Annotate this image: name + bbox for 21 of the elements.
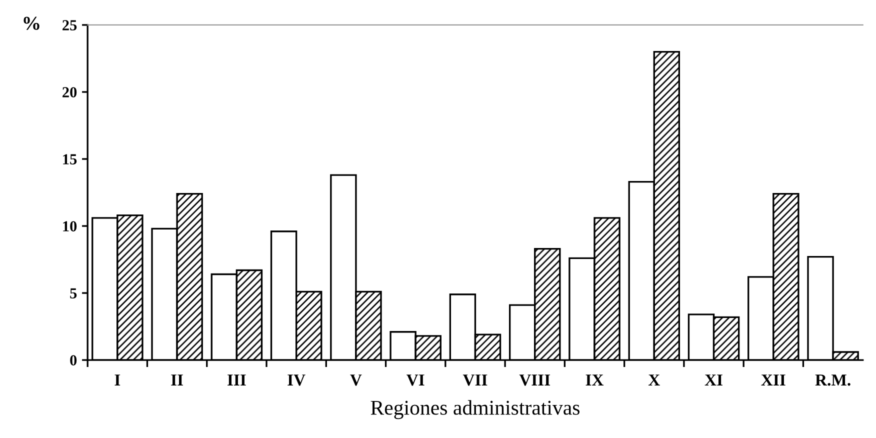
x-tick-label: VIII bbox=[519, 374, 550, 386]
x-tick-label: VII bbox=[462, 374, 488, 386]
x-axis-title: Regiones administrativas bbox=[370, 400, 580, 420]
y-tick-label: 0 bbox=[70, 355, 77, 366]
y-tick-label: 25 bbox=[62, 20, 77, 30]
y-tick-label: 20 bbox=[62, 87, 77, 98]
y-tick-label: 15 bbox=[63, 154, 77, 164]
y-tick-label: 10 bbox=[63, 221, 77, 232]
x-tick-label: IV bbox=[288, 374, 306, 386]
y-axis-title: % bbox=[24, 16, 40, 30]
x-tick-label: IX bbox=[586, 374, 604, 386]
x-tick-label: XII bbox=[761, 374, 786, 386]
x-tick-label: XI bbox=[704, 374, 722, 386]
x-tick-label: III bbox=[228, 374, 246, 386]
x-tick-label: R.M. bbox=[815, 374, 850, 386]
x-tick-label: V bbox=[350, 374, 362, 386]
x-tick-label: II bbox=[171, 374, 183, 386]
x-tick-label: VI bbox=[406, 374, 424, 386]
x-tick-label: X bbox=[648, 374, 660, 386]
y-tick-label: 5 bbox=[70, 288, 77, 298]
x-tick-label: I bbox=[114, 374, 120, 386]
